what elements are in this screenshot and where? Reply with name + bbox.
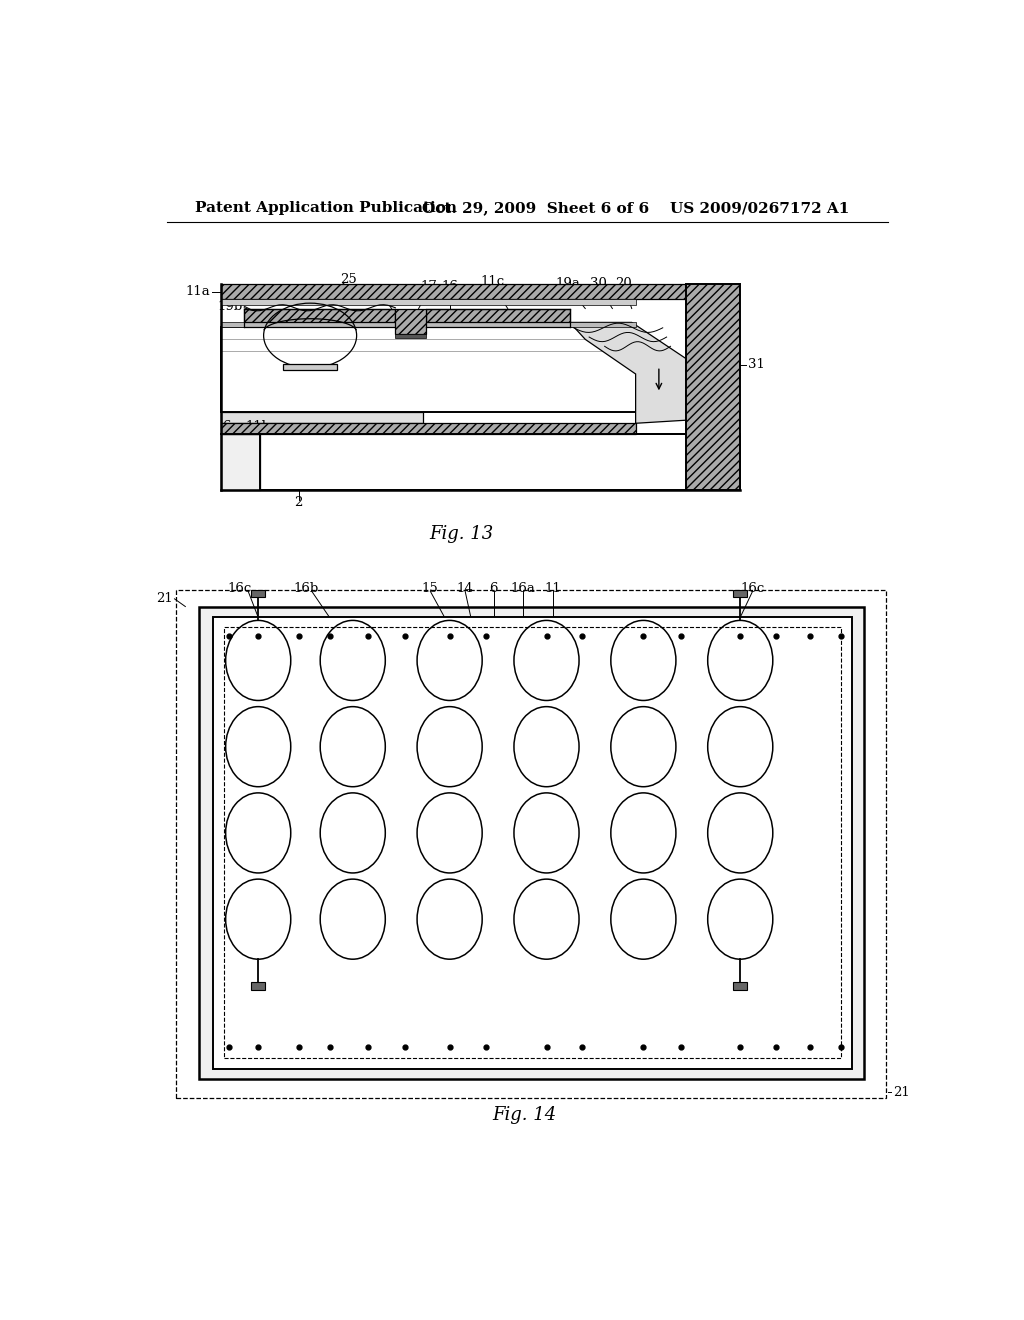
Text: 11: 11 [545, 582, 561, 594]
Text: 6: 6 [489, 582, 498, 594]
Bar [221, 327, 636, 412]
Bar [686, 284, 740, 490]
Text: 11: 11 [376, 286, 392, 300]
Text: 30: 30 [590, 277, 607, 289]
Bar [260, 434, 740, 490]
Bar [221, 322, 636, 327]
Text: 17: 17 [420, 280, 437, 293]
Bar [426, 309, 569, 322]
Bar [251, 982, 265, 990]
Polygon shape [395, 309, 426, 334]
Bar [245, 309, 395, 322]
Text: Fig. 14: Fig. 14 [493, 1106, 557, 1123]
Text: 14: 14 [457, 582, 473, 594]
Text: 16b: 16b [294, 582, 318, 594]
Text: 15: 15 [422, 582, 438, 594]
Text: Patent Application Publication: Patent Application Publication [195, 202, 457, 215]
Text: 19a: 19a [555, 277, 580, 289]
Text: 16c: 16c [227, 582, 252, 594]
Text: 11c: 11c [480, 275, 504, 288]
Bar [224, 627, 841, 1057]
Bar [221, 434, 260, 490]
Text: 11b: 11b [246, 420, 271, 433]
Text: Fig. 13: Fig. 13 [429, 525, 494, 543]
Text: 20: 20 [615, 277, 633, 289]
Bar [733, 590, 748, 598]
Bar [200, 607, 864, 1080]
Text: 2: 2 [294, 496, 303, 510]
Text: 11a: 11a [185, 285, 210, 298]
Bar [733, 982, 748, 990]
Text: 21: 21 [893, 1086, 909, 1100]
Text: 16a: 16a [511, 582, 536, 594]
Bar [251, 590, 265, 598]
Bar [283, 364, 337, 370]
Bar [221, 424, 636, 434]
Bar [221, 300, 636, 305]
Text: 6: 6 [222, 420, 230, 433]
Bar [213, 618, 852, 1069]
Polygon shape [569, 322, 686, 424]
Text: 25: 25 [341, 273, 357, 286]
Text: 21: 21 [157, 593, 173, 606]
Bar [395, 334, 426, 338]
Text: US 2009/0267172 A1: US 2009/0267172 A1 [671, 202, 850, 215]
Text: 19b: 19b [217, 300, 243, 313]
Text: 31: 31 [748, 358, 765, 371]
Bar [221, 284, 686, 300]
Bar [176, 590, 886, 1098]
Text: Oct. 29, 2009  Sheet 6 of 6: Oct. 29, 2009 Sheet 6 of 6 [423, 202, 649, 215]
Text: 16: 16 [441, 280, 458, 293]
Bar [221, 412, 423, 424]
Text: 16c: 16c [740, 582, 765, 594]
